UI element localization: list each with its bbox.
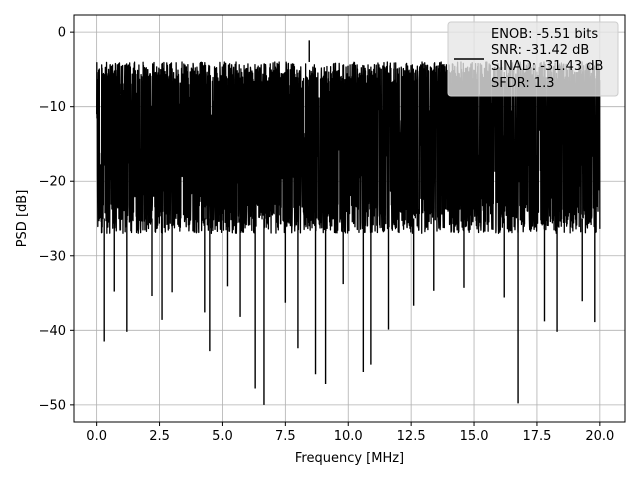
- legend-box: [447, 21, 619, 97]
- legend: ENOB: -5.51 bits SNR: -31.42 dB SINAD: -…: [447, 21, 619, 97]
- legend-line-enob: ENOB: -5.51 bits: [491, 27, 598, 42]
- x-tick-label: 0.0: [86, 429, 107, 444]
- legend-line-sinad: SINAD: -31.43 dB: [491, 59, 603, 74]
- x-tick-label: 20.0: [585, 429, 614, 444]
- y-tick-label: −50: [39, 398, 66, 413]
- series-psd: [95, 61, 601, 235]
- y-tick-label: −20: [39, 175, 66, 190]
- x-tick-label: 17.5: [522, 429, 551, 444]
- deep-minima-spikes: [103, 40, 596, 405]
- y-tick-label: −30: [39, 249, 66, 264]
- x-tick-label: 5.0: [212, 429, 233, 444]
- plot-frame: [73, 14, 626, 423]
- psd-trace: [95, 61, 601, 235]
- x-tick-label: 2.5: [149, 429, 170, 444]
- y-tick-label: 0: [58, 26, 66, 41]
- x-tick-label: 15.0: [460, 429, 489, 444]
- legend-line-sfdr: SFDR: 1.3: [491, 76, 555, 91]
- x-tick-label: 7.5: [275, 429, 296, 444]
- x-axis-ticks: 0.0 2.5 5.0 7.5 10.0 12.5 15.0 17.5 20.0: [86, 422, 614, 444]
- y-tick-label: −10: [39, 100, 66, 115]
- x-tick-label: 10.0: [334, 429, 363, 444]
- x-tick-label: 12.5: [397, 429, 426, 444]
- y-axis-ticks: 0 −10 −20 −30 −40 −50: [39, 26, 74, 413]
- y-axis-title: PSD [dB]: [15, 190, 30, 248]
- legend-line-snr: SNR: -31.42 dB: [491, 43, 589, 58]
- x-axis-title: Frequency [MHz]: [295, 451, 404, 466]
- y-tick-label: −40: [39, 324, 66, 339]
